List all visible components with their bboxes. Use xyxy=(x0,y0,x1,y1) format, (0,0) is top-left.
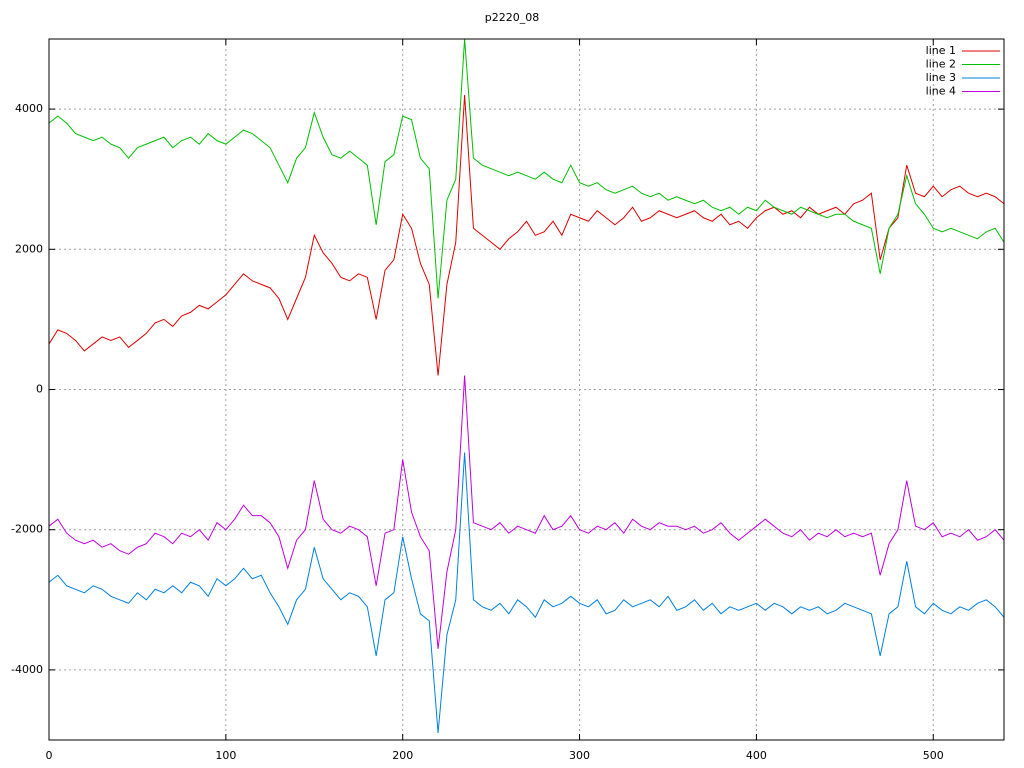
legend-label: line 4 xyxy=(926,85,956,98)
data-line xyxy=(48,452,1005,734)
legend-label: line 3 xyxy=(926,71,956,84)
x-tick-label: 200 xyxy=(392,749,413,762)
x-tick-label: 500 xyxy=(923,749,944,762)
x-tick-label: 400 xyxy=(746,749,767,762)
y-tick-label: 2000 xyxy=(15,242,43,255)
x-tick-label: 0 xyxy=(46,749,53,762)
data-line xyxy=(48,38,1005,299)
x-tick-label: 100 xyxy=(215,749,236,762)
data-line xyxy=(48,375,1005,649)
y-tick-label: -4000 xyxy=(11,663,43,676)
y-tick-label: 0 xyxy=(36,383,43,396)
plot-frame xyxy=(48,38,1005,741)
legend-label: line 2 xyxy=(926,58,956,71)
chart-title: p2220_08 xyxy=(485,11,539,24)
data-line xyxy=(48,95,1005,376)
y-tick-label: 4000 xyxy=(15,102,43,115)
y-tick-label: -2000 xyxy=(11,523,43,536)
x-tick-label: 300 xyxy=(569,749,590,762)
legend-label: line 1 xyxy=(926,44,956,57)
